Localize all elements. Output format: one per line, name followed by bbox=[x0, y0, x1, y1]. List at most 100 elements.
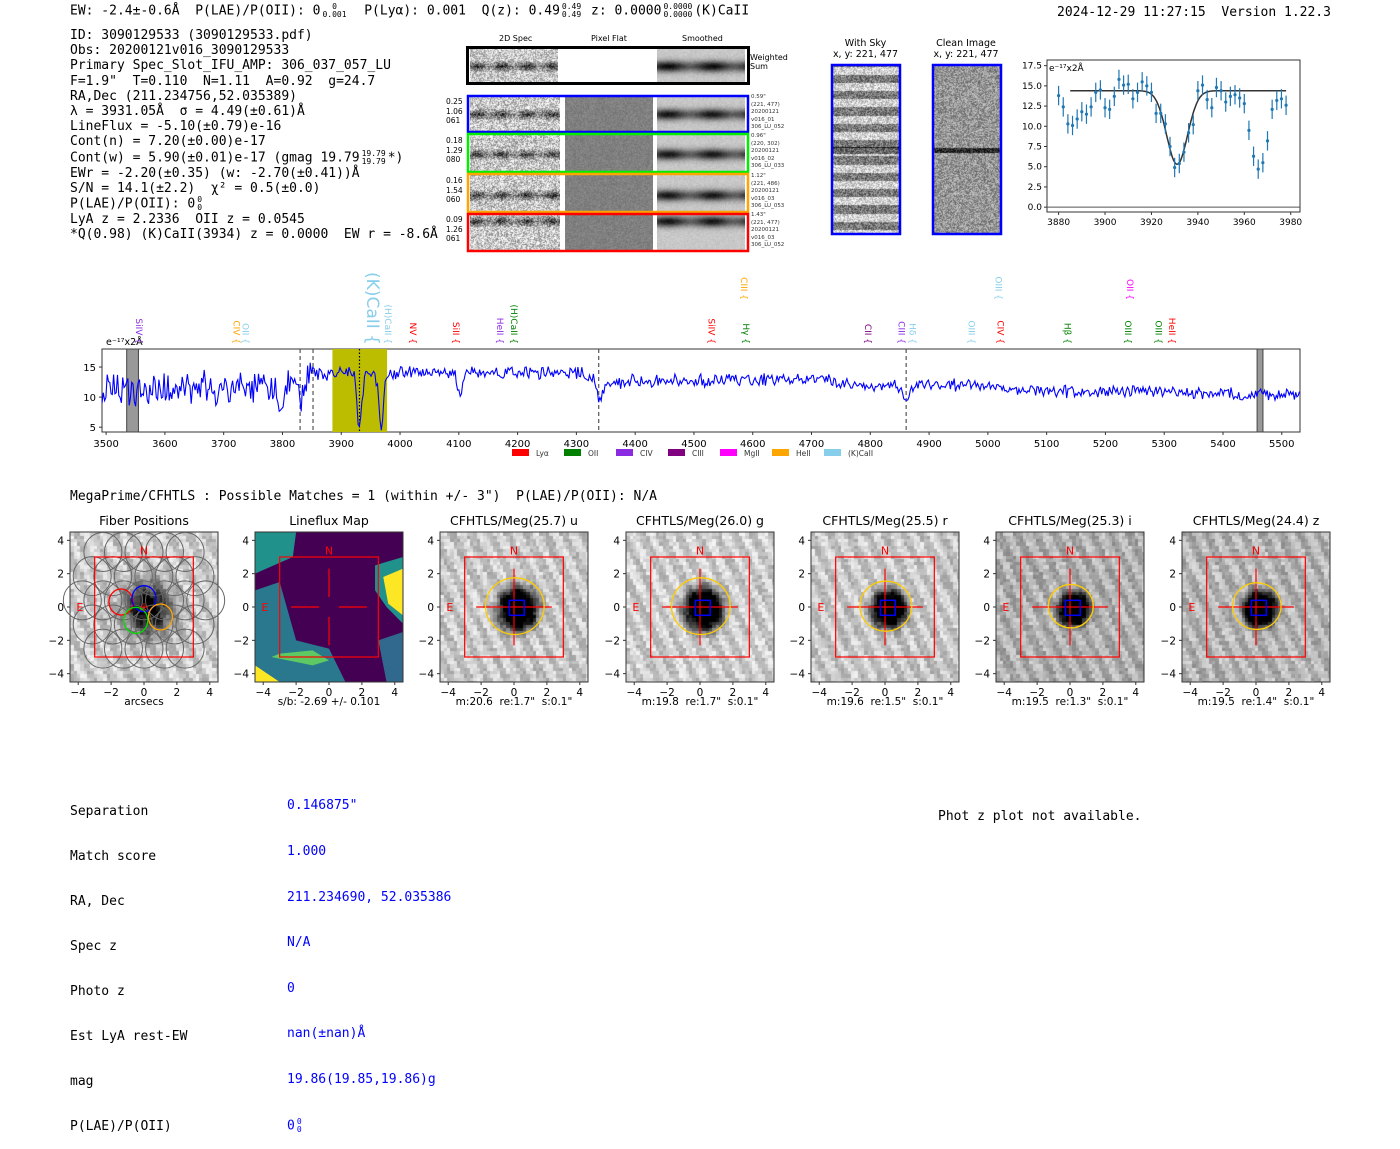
legend-swatch bbox=[616, 449, 633, 456]
info-plae-text: P(LAE)/P(OII): 0 bbox=[70, 196, 196, 212]
cutout-xtick-label: 2 bbox=[1100, 687, 1107, 699]
north-label: N bbox=[140, 544, 148, 557]
spec-row-right-label: 1.43" (221, 477) 20200121 v016_03 306_LU… bbox=[751, 212, 785, 249]
lineflux-region bbox=[271, 650, 329, 666]
cutout-xtick-label: −4 bbox=[70, 687, 86, 699]
fit-data-point bbox=[1131, 97, 1135, 101]
cutout-caption: m:19.6 re:1.5" s:0.1" bbox=[826, 696, 944, 708]
north-label: N bbox=[1252, 544, 1260, 557]
cutout-title: CFHTLS/Meg(24.4) z bbox=[1192, 513, 1320, 528]
cutout-ytick-label: 0 bbox=[613, 602, 620, 614]
fiber-circle bbox=[83, 628, 123, 669]
legend-swatch bbox=[824, 449, 841, 456]
with-sky-frame bbox=[830, 63, 902, 236]
fit-xtick-label: 3920 bbox=[1140, 218, 1163, 228]
cutout-xtick-label: 2 bbox=[730, 687, 737, 699]
fit-data-point bbox=[1214, 85, 1219, 90]
cutout-ytick-label: −2 bbox=[975, 635, 990, 647]
spectrum-xtick-label: 5100 bbox=[1034, 439, 1059, 450]
match-plae-sub: 0 bbox=[296, 1124, 302, 1134]
header-plae: P(LAE)/P(OII): 0 bbox=[195, 3, 321, 19]
north-label: N bbox=[510, 544, 518, 557]
match-value: 19.86(19.85,19.86)g bbox=[287, 1072, 436, 1088]
cutout-xtick-label: 2 bbox=[359, 687, 366, 699]
fiber-circle bbox=[145, 580, 185, 621]
legend-label: (K)CaII bbox=[848, 449, 873, 458]
spectrum-ytick-label: 5 bbox=[90, 423, 96, 434]
plots-overlay: 3880 3900 3920 3940 3960 3980 0.0 2.5 5.0 7.5 10.0… bbox=[49, 46, 1331, 699]
lineflux-region bbox=[255, 532, 297, 574]
fit-data-point bbox=[1265, 139, 1270, 143]
fiber-circle bbox=[154, 556, 194, 597]
spec-row-left-label: 0.18 1.29 080 bbox=[446, 136, 463, 164]
spectrum-line-label: OII { bbox=[240, 323, 250, 344]
info-best: *Q(0.98) (K)CaII(3934) z = 0.0000 EW r =… bbox=[70, 227, 438, 243]
spectrum-line-label: SiIV { bbox=[133, 318, 143, 344]
header-qz-sup: 0.49 bbox=[561, 2, 582, 11]
east-label: E bbox=[1002, 601, 1009, 614]
fiber-circle bbox=[93, 604, 133, 645]
info-sn: S/N = 14.1(±2.2) χ² = 0.5(±0.0) bbox=[70, 180, 321, 196]
fit-data-point bbox=[1098, 88, 1102, 92]
fit-ytick-label: 17.5 bbox=[1022, 62, 1042, 72]
cutout-xtick-label: 0 bbox=[882, 687, 889, 699]
match-label: mag bbox=[70, 1074, 94, 1089]
clean-image-title: Clean Image x, y: 221, 477 bbox=[933, 38, 999, 60]
spectrum-line-label: (H)CaII { bbox=[508, 305, 518, 345]
fit-data-point bbox=[1256, 167, 1260, 171]
fit-xtick-label: 3980 bbox=[1279, 218, 1302, 228]
fit-data-point bbox=[1224, 100, 1228, 104]
header-plae-sub: 0.001 bbox=[322, 10, 347, 19]
spec-row-left-label: 0.09 1.26 061 bbox=[446, 215, 463, 243]
cutout-ytick-label: 0 bbox=[427, 602, 434, 614]
spectrum-line-label: CIV { bbox=[231, 320, 241, 344]
info-ewr: EWr = -2.20(±0.35) (w: -2.70(±0.41))Å bbox=[70, 165, 360, 181]
match-value: 0 bbox=[287, 980, 295, 996]
cutout-ytick-label: 4 bbox=[613, 535, 620, 547]
spectrum-xtick-label: 3900 bbox=[329, 439, 354, 450]
fit-data-point bbox=[1228, 94, 1232, 98]
spectrum-line-label: NV { bbox=[407, 323, 417, 344]
match-label: Match score bbox=[70, 849, 157, 864]
fiber-circle bbox=[165, 580, 205, 621]
fit-data-point bbox=[1112, 94, 1116, 98]
east-label: E bbox=[632, 601, 639, 614]
spectrum-line-label: Hδ { bbox=[907, 323, 917, 344]
lineflux-region bbox=[255, 665, 280, 682]
fit-data-point bbox=[1075, 117, 1079, 121]
spectrum-xtick-label: 4900 bbox=[916, 439, 941, 450]
col-header-pixelflat: Pixel Flat bbox=[591, 34, 627, 43]
cutout-xtick-label: 4 bbox=[1318, 687, 1325, 699]
catalog-match-square bbox=[1064, 599, 1081, 617]
spectrum-line-label: Hβ { bbox=[1061, 323, 1071, 344]
cutout-title: Fiber Positions bbox=[99, 513, 189, 528]
cutout-ytick-label: 2 bbox=[798, 569, 805, 581]
spec-row-pixelflat bbox=[565, 97, 653, 132]
fit-data-point bbox=[1205, 98, 1209, 102]
cutout-ytick-label: 4 bbox=[1169, 535, 1176, 547]
spectrum-line-label: CIV { bbox=[994, 320, 1004, 344]
cutout-ytick-label: 0 bbox=[242, 602, 249, 614]
fit-data-point bbox=[1159, 111, 1163, 115]
fit-data-point bbox=[1149, 90, 1154, 94]
cutout-ytick-label: 2 bbox=[983, 569, 990, 581]
fit-data-point bbox=[1126, 82, 1130, 86]
spec-row-smoothed bbox=[657, 135, 745, 172]
spectrum-line-label: (H)CaII { bbox=[382, 305, 392, 345]
weighted-sum-frame bbox=[466, 46, 750, 85]
fit-data-point bbox=[1084, 112, 1089, 116]
spec-row-smoothed bbox=[657, 97, 745, 132]
legend-swatch bbox=[720, 449, 737, 456]
cutout-caption: m:19.8 re:1.7" s:0.1" bbox=[641, 696, 759, 708]
east-label: E bbox=[1188, 601, 1195, 614]
spectrum-line-label: Hγ { bbox=[740, 323, 750, 344]
spectrum-xtick-label: 5200 bbox=[1093, 439, 1118, 450]
spectrum-line-label: SiIV { bbox=[706, 318, 716, 344]
info-lambda: λ = 3931.05Å σ = 4.49(±0.61)Å bbox=[70, 104, 305, 120]
fit-ytick-label: 7.5 bbox=[1028, 143, 1042, 153]
fiber-circle bbox=[124, 580, 164, 621]
fiber-circle bbox=[165, 628, 205, 669]
fiber-circle bbox=[113, 556, 153, 597]
cutout-ytick-label: 4 bbox=[427, 535, 434, 547]
match-value: 1.000 bbox=[287, 844, 327, 860]
